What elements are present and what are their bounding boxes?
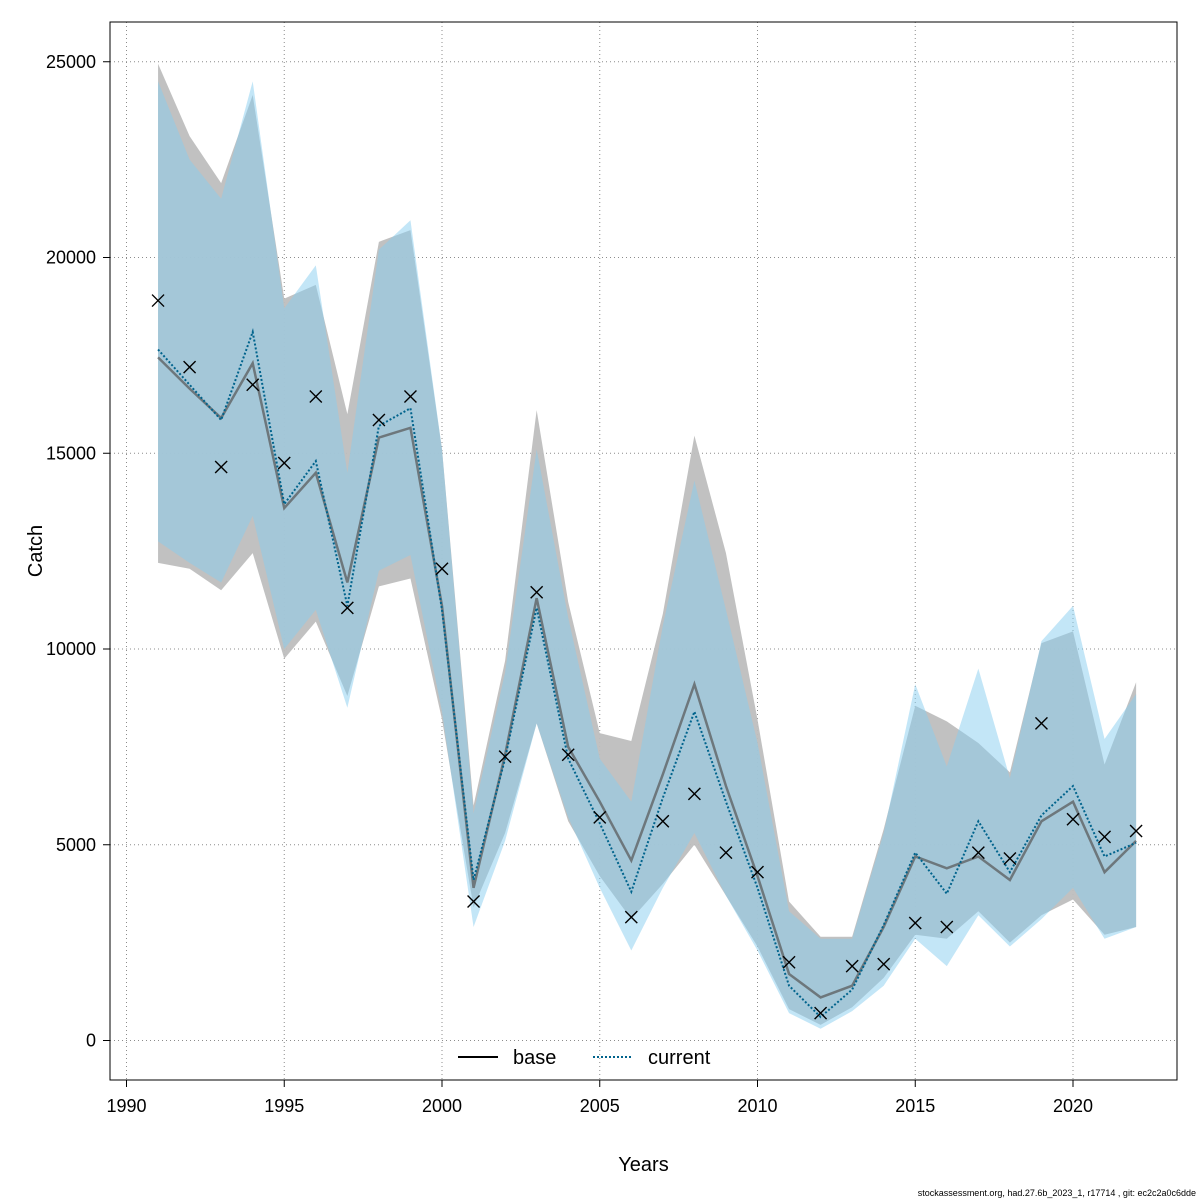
observed-point-2007: [656, 814, 670, 828]
x-axis-title: Years: [618, 1154, 668, 1176]
y-tick-label-15000: 15000: [46, 443, 96, 463]
observed-point-1992: [183, 360, 197, 374]
observed-point-2004: [561, 748, 575, 762]
x-tick-label-1990: 1990: [106, 1096, 146, 1116]
y-tick-label-20000: 20000: [46, 248, 96, 268]
observed-point-2021: [1098, 830, 1112, 844]
observed-point-1995: [277, 456, 291, 470]
x-tick-label-2000: 2000: [422, 1096, 462, 1116]
band-current: [158, 81, 1137, 1029]
x-tick-label-2010: 2010: [737, 1096, 777, 1116]
observed-point-2012: [814, 1006, 828, 1020]
observed-point-2015: [908, 916, 922, 930]
footer-credit: stockassessment.org, had.27.6b_2023_1, r…: [918, 1188, 1196, 1198]
x-tick-label-2020: 2020: [1053, 1096, 1093, 1116]
y-tick-label-10000: 10000: [46, 639, 96, 659]
legend-label-base: base: [513, 1047, 556, 1069]
observed-point-1994: [246, 378, 260, 392]
observed-point-1991: [151, 294, 165, 308]
observed-point-2000: [435, 562, 449, 576]
observed-point-2011: [782, 955, 796, 969]
observed-point-2006: [624, 910, 638, 924]
observed-point-2016: [940, 920, 954, 934]
observed-point-2002: [498, 750, 512, 764]
observed-point-2014: [877, 957, 891, 971]
observed-point-2013: [845, 959, 859, 973]
observed-markers: [151, 294, 1143, 1020]
observed-point-1996: [309, 389, 323, 403]
y-axis-title: Catch: [25, 525, 47, 577]
confidence-bands: [158, 63, 1137, 1029]
observed-point-2003: [530, 585, 544, 599]
observed-point-2020: [1066, 812, 1080, 826]
observed-point-2009: [719, 846, 733, 860]
observed-point-2010: [751, 865, 764, 879]
y-tick-label-5000: 5000: [56, 835, 96, 855]
x-tick-label-1995: 1995: [264, 1096, 304, 1116]
line-current: [157, 328, 1137, 1019]
x-tick-label-2005: 2005: [580, 1096, 620, 1116]
observed-point-2019: [1034, 716, 1048, 730]
observed-point-2005: [593, 810, 607, 824]
x-tick-label-2015: 2015: [895, 1096, 935, 1116]
observed-point-2017: [971, 846, 985, 860]
observed-point-2008: [687, 787, 701, 801]
observed-point-1999: [403, 389, 417, 403]
observed-point-1997: [340, 601, 354, 615]
observed-point-2018: [1003, 851, 1017, 865]
axes: 1990 1995 2000 2005 2010 2015 2020 0 5000 10000 15…: [46, 52, 1093, 1116]
legend: base current: [458, 1047, 711, 1069]
y-tick-label-0: 0: [86, 1031, 96, 1051]
y-tick-label-25000: 25000: [46, 52, 96, 72]
observed-point-1993: [214, 460, 228, 474]
observed-point-2022: [1129, 824, 1143, 838]
observed-point-2001: [467, 895, 481, 909]
observed-point-1998: [372, 413, 386, 427]
legend-label-current: current: [648, 1047, 711, 1069]
